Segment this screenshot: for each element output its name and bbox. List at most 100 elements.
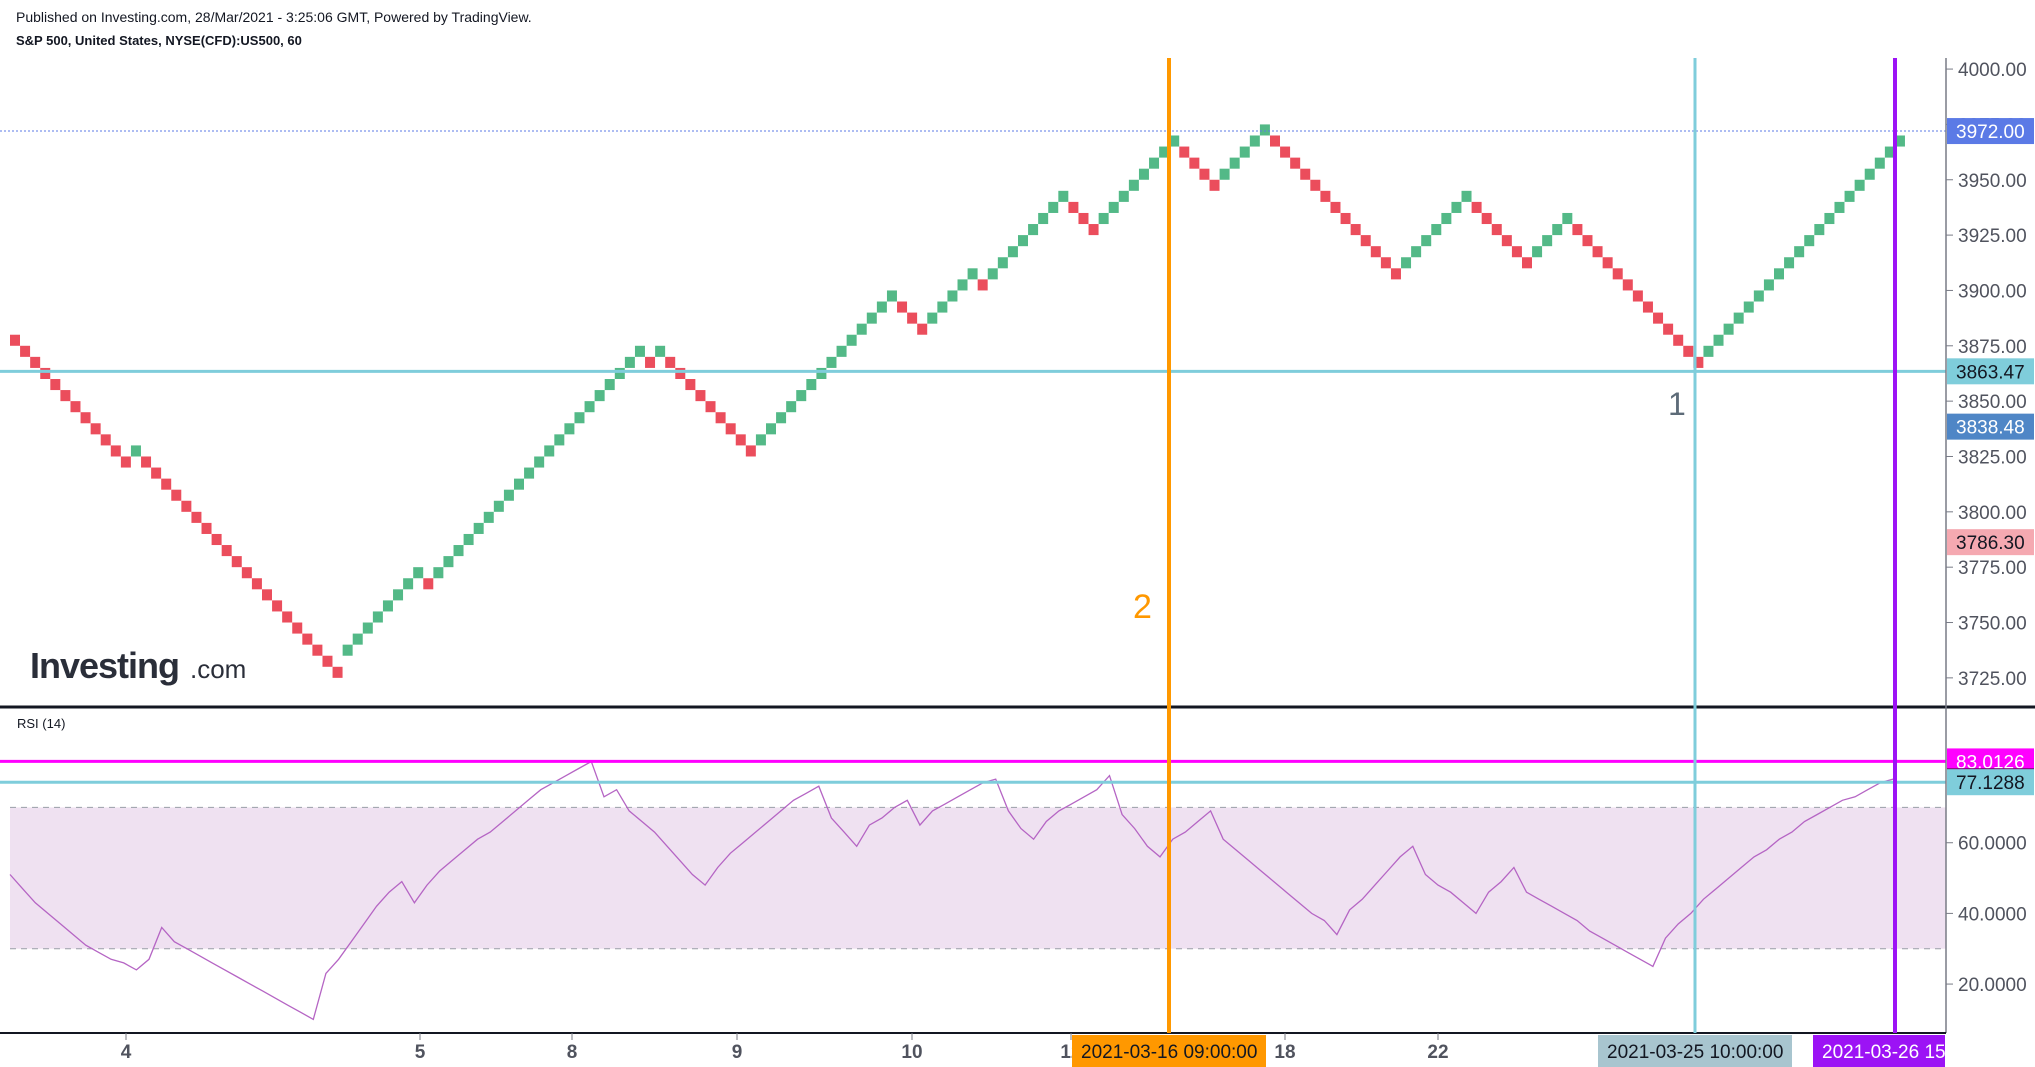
renko-brick (1229, 157, 1240, 169)
renko-brick (211, 533, 222, 546)
renko-brick (1239, 146, 1250, 158)
renko-brick (191, 511, 202, 523)
rsi-tick-label: 20.0000 (1958, 975, 2027, 996)
renko-brick (1270, 135, 1280, 147)
renko-brick (1844, 190, 1855, 202)
renko-brick (1290, 157, 1301, 169)
renko-brick (423, 578, 434, 590)
renko-brick (1622, 279, 1633, 291)
rsi-band (10, 807, 1946, 949)
renko-brick (1753, 290, 1764, 302)
time-tick-label: 5 (415, 1042, 426, 1063)
renko-brick (967, 268, 978, 280)
renko-brick (534, 456, 545, 468)
renko-brick (655, 345, 666, 357)
symbol-title: S&P 500, United States, NYSE(CFD):US500,… (16, 33, 302, 48)
price-axis-tags: 3972.00 3863.47 3838.48 3786.30 (1947, 118, 2034, 556)
renko-brick (1774, 268, 1784, 280)
renko-brick (665, 356, 676, 368)
renko-brick (645, 356, 656, 368)
renko-brick (1703, 345, 1714, 357)
renko-brick (1854, 179, 1865, 191)
renko-brick (493, 500, 504, 512)
time-tick-label: 4 (121, 1042, 132, 1063)
renko-brick (977, 279, 988, 291)
renko-brick (735, 434, 746, 446)
renko-brick (201, 522, 212, 534)
renko-brick (332, 666, 343, 678)
renko-brick (161, 478, 172, 490)
price-tag-bg (1947, 529, 2034, 556)
renko-brick (776, 412, 787, 424)
renko-brick (130, 445, 141, 457)
price-tag-label: 3863.47 (1956, 362, 2025, 383)
time-tick-label: 18 (1274, 1042, 1295, 1063)
renko-brick (897, 301, 908, 313)
renko-brick (1199, 168, 1210, 180)
renko-brick (594, 390, 605, 402)
renko-brick (322, 655, 333, 667)
renko-brick (1330, 201, 1341, 213)
renko-brick (1582, 235, 1593, 247)
renko-brick (262, 589, 272, 601)
price-tick-label: 3750.00 (1958, 614, 2027, 635)
renko-brick (564, 423, 575, 435)
renko-brick (352, 633, 363, 645)
renko-brick (1784, 257, 1795, 269)
renko-brick (1592, 246, 1603, 258)
crosshair-time-tag-bg (1072, 1035, 1266, 1067)
rsi-axis: 60.0000 40.0000 20.0000 (1946, 834, 2027, 996)
renko-brick (1169, 135, 1180, 147)
renko-brick (1028, 224, 1039, 236)
renko-brick (876, 301, 887, 313)
renko-brick (1632, 290, 1643, 302)
renko-brick (1179, 146, 1190, 158)
renko-brick (907, 312, 918, 324)
renko-brick (1733, 312, 1744, 324)
renko-brick (1300, 168, 1311, 180)
renko-brick (362, 622, 373, 634)
renko-brick (1673, 334, 1684, 346)
renko-brick (1189, 157, 1200, 169)
logo-suffix: .com (190, 654, 246, 684)
renko-brick (120, 456, 131, 468)
price-tag-label: 3972.00 (1956, 122, 2025, 143)
annotation-1[interactable]: 1 (1668, 386, 1686, 422)
renko-brick (1259, 124, 1270, 136)
price-tick-label: 3850.00 (1958, 392, 2027, 413)
renko-brick (917, 323, 928, 335)
renko-brick (1340, 212, 1351, 225)
renko-brick (221, 545, 232, 557)
renko-brick (856, 323, 867, 335)
renko-brick (1360, 235, 1371, 247)
rsi-tick-label: 40.0000 (1958, 904, 2027, 925)
published-caption: Published on Investing.com, 28/Mar/2021 … (16, 9, 532, 25)
rsi-tag-bg (1947, 769, 2034, 796)
renko-brick (453, 545, 464, 557)
time-axis-crosshair-tags: 2021-03-16 09:00:00 2021-03-25 10:00:00 20… (1072, 1035, 1961, 1067)
renko-brick (1471, 201, 1482, 213)
renko-brick (372, 611, 383, 623)
renko-brick (110, 445, 121, 457)
renko-brick (20, 345, 31, 357)
crosshair-time-tag-label: 2021-03-26 15:0 (1822, 1042, 1961, 1063)
renko-brick (1642, 301, 1653, 313)
rsi-line (9, 760, 1894, 1021)
renko-brick (503, 489, 514, 501)
renko-bricks (10, 124, 1905, 678)
renko-brick (1683, 345, 1694, 357)
renko-brick (1068, 201, 1079, 213)
renko-brick (695, 390, 706, 402)
renko-brick (1370, 246, 1381, 258)
annotation-2[interactable]: 2 (1133, 588, 1152, 626)
investing-logo: Investing .com (30, 645, 246, 686)
crosshair-time-tag-bg (1598, 1035, 1792, 1067)
price-tick-label: 3825.00 (1958, 447, 2027, 468)
renko-brick (524, 467, 535, 479)
renko-brick (987, 268, 998, 280)
price-tag-bg (1947, 118, 2034, 145)
renko-brick (866, 312, 877, 324)
renko-brick (413, 567, 424, 579)
